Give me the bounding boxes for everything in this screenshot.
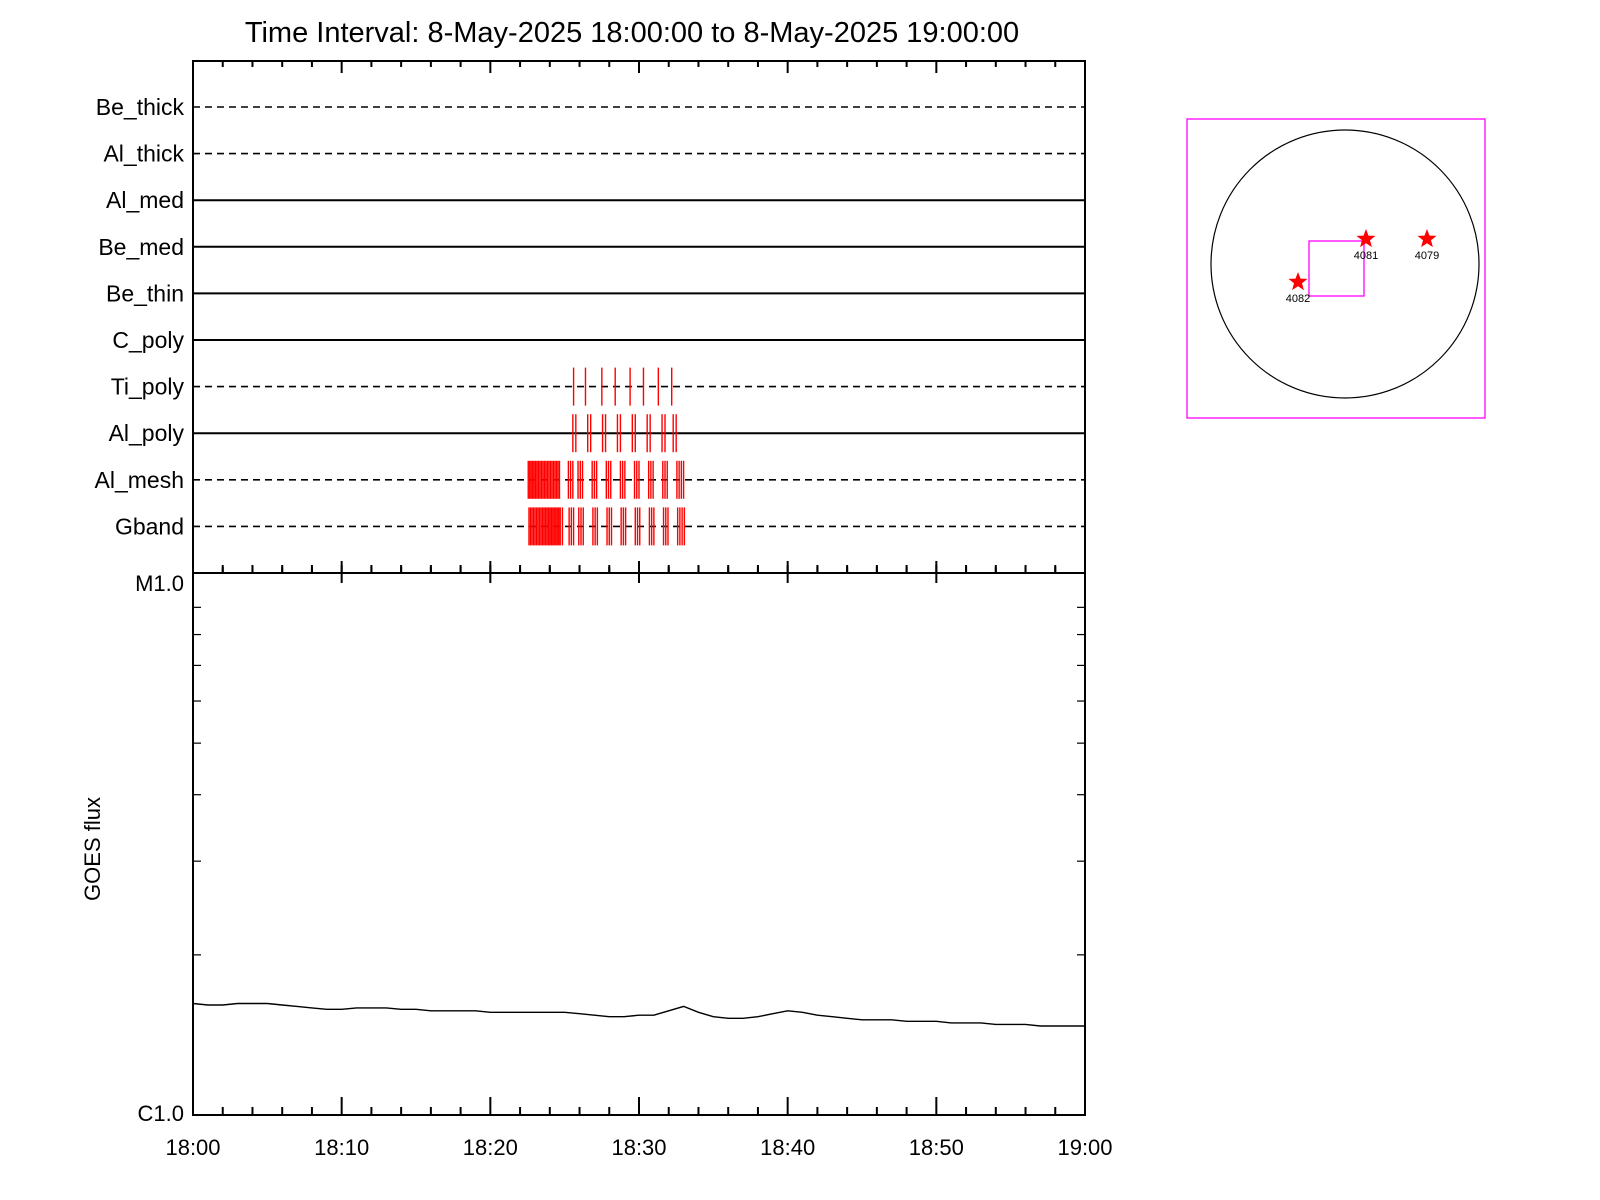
x-tick-label: 18:10 xyxy=(314,1135,369,1160)
x-tick-label: 18:50 xyxy=(909,1135,964,1160)
goes-flux-line xyxy=(192,1002,1085,1027)
goes-flux-panel: M1.0 C1.0 18:00 18:10 18:20 18:30 18:40 18:50 19… xyxy=(135,565,1113,1160)
region-label: 4081 xyxy=(1354,250,1378,262)
x-tick-label: 19:00 xyxy=(1057,1135,1112,1160)
filter-label: Al_poly xyxy=(109,420,185,446)
filter-label: Al_med xyxy=(106,187,184,213)
region-star xyxy=(1288,272,1308,291)
goes-frame xyxy=(192,572,1086,1116)
x-tick-label: 18:40 xyxy=(760,1135,815,1160)
y-tick-label: M1.0 xyxy=(135,571,184,596)
filter-label: Be_thick xyxy=(96,94,185,120)
field-of-view-box xyxy=(1308,240,1365,297)
filter-label: Ti_poly xyxy=(111,374,185,400)
region-label: 4082 xyxy=(1286,293,1310,305)
y-tick-label: C1.0 xyxy=(138,1101,184,1126)
y-axis-label: GOES flux xyxy=(80,797,105,901)
filter-label: Be_med xyxy=(98,234,184,260)
x-tick-label: 18:30 xyxy=(611,1135,666,1160)
chart-title: Time Interval: 8-May-2025 18:00:00 to 8-… xyxy=(245,17,1019,49)
filter-timeline-panel: Be_thick Al_thick Al_med Be_med Be_thin C_pol… xyxy=(95,60,1086,574)
filter-label: Gband xyxy=(115,513,184,539)
x-tick-label: 18:00 xyxy=(165,1135,220,1160)
region-star xyxy=(1356,229,1376,248)
map-frame xyxy=(1186,118,1486,419)
filter-label: C_poly xyxy=(112,327,184,353)
filter-label: Al_thick xyxy=(103,141,184,167)
filter-label: Al_mesh xyxy=(95,467,184,493)
sun-map: 4081 4079 4082 xyxy=(1186,118,1486,419)
filter-label: Be_thin xyxy=(106,280,184,306)
x-tick-label: 18:20 xyxy=(463,1135,518,1160)
solar-disk xyxy=(1210,129,1480,399)
region-star xyxy=(1417,229,1437,248)
region-label: 4079 xyxy=(1415,250,1439,262)
